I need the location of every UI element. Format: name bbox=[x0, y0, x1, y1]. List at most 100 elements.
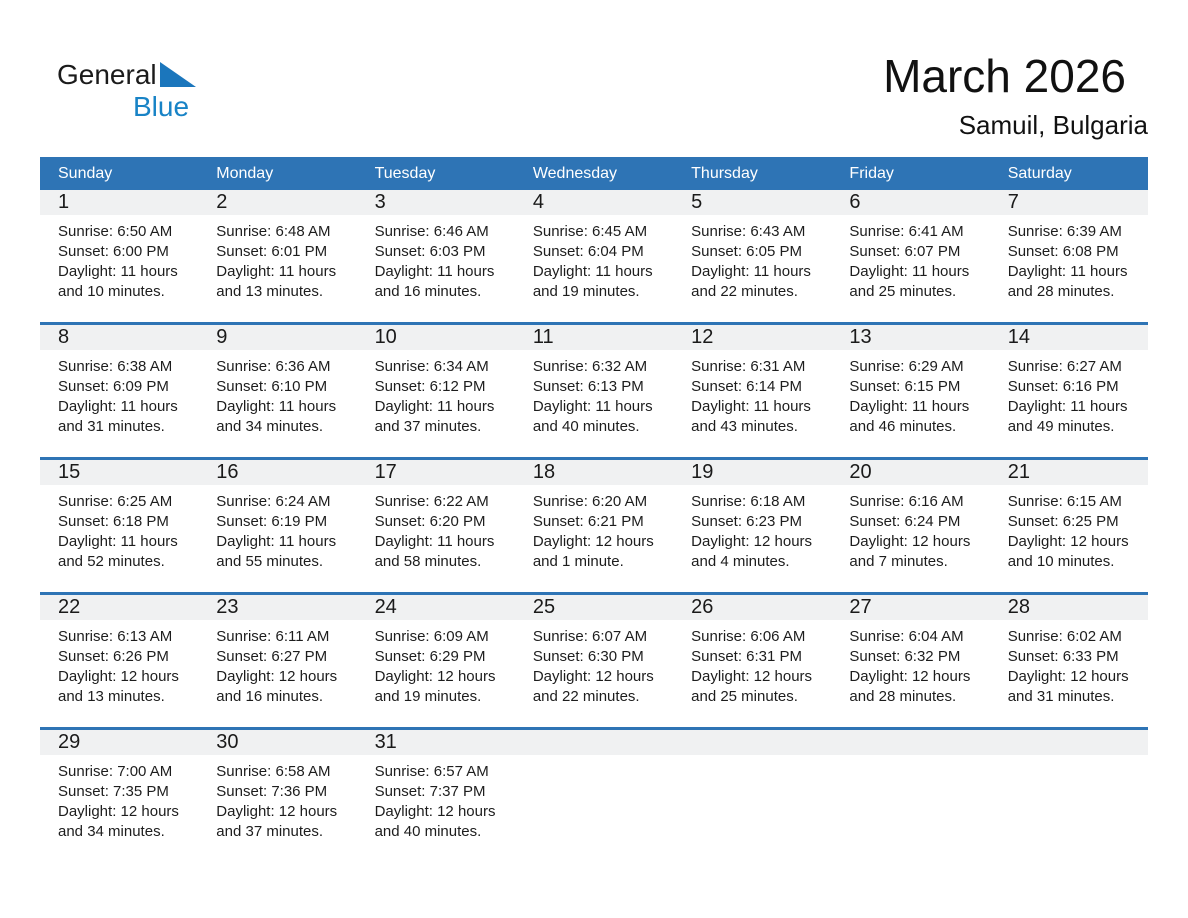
day-details: Sunrise: 6:36 AM Sunset: 6:10 PM Daylight:… bbox=[216, 357, 350, 437]
daylight-text: Daylight: 11 hours and 16 minutes. bbox=[374, 263, 495, 300]
calendar-day-cell: 20 Sunrise: 6:16 AM Sunset: 6:24 PM Dayligh… bbox=[831, 460, 989, 592]
daylight-text: Daylight: 11 hours and 34 minutes. bbox=[216, 398, 337, 435]
sunrise-text: Sunrise: 6:15 AM bbox=[1007, 493, 1122, 510]
sunrise-text: Sunrise: 6:27 AM bbox=[1007, 358, 1122, 375]
sunset-text: Sunset: 6:16 PM bbox=[1007, 378, 1119, 395]
daylight-text: Daylight: 11 hours and 40 minutes. bbox=[532, 398, 653, 435]
day-number: 8 bbox=[58, 326, 70, 348]
daylight-text: Daylight: 11 hours and 58 minutes. bbox=[374, 533, 495, 570]
sunset-text: Sunset: 6:09 PM bbox=[58, 378, 169, 395]
daylight-text: Daylight: 11 hours and 52 minutes. bbox=[58, 533, 178, 570]
sunrise-text: Sunrise: 6:25 AM bbox=[58, 493, 173, 510]
daylight-text: Daylight: 11 hours and 22 minutes. bbox=[691, 263, 811, 300]
calendar-day-cell: 23 Sunrise: 6:11 AM Sunset: 6:27 PM Dayligh… bbox=[198, 595, 356, 727]
daylight-text: Daylight: 11 hours and 31 minutes. bbox=[58, 398, 178, 435]
day-details: Sunrise: 6:43 AM Sunset: 6:05 PM Daylight:… bbox=[691, 222, 825, 302]
sunrise-text: Sunrise: 6:18 AM bbox=[691, 493, 806, 510]
daylight-text: Daylight: 11 hours and 43 minutes. bbox=[691, 398, 811, 435]
daylight-text: Daylight: 11 hours and 13 minutes. bbox=[216, 263, 337, 300]
calendar-day-cell: 24 Sunrise: 6:09 AM Sunset: 6:29 PM Dayligh… bbox=[357, 595, 515, 727]
logo-text-general: General bbox=[57, 59, 157, 90]
calendar-day-cell: 18 Sunrise: 6:20 AM Sunset: 6:21 PM Dayligh… bbox=[515, 460, 673, 592]
day-details: Sunrise: 6:29 AM Sunset: 6:15 PM Daylight:… bbox=[849, 357, 983, 437]
day-details: Sunrise: 6:45 AM Sunset: 6:04 PM Daylight:… bbox=[533, 222, 667, 302]
day-number: 9 bbox=[216, 326, 228, 348]
weekday-header-wednesday: Wednesday bbox=[532, 164, 618, 182]
calendar-day-cell: 27 Sunrise: 6:04 AM Sunset: 6:32 PM Dayligh… bbox=[831, 595, 989, 727]
day-details: Sunrise: 6:09 AM Sunset: 6:29 PM Daylight:… bbox=[375, 627, 509, 707]
logo-top-row: General bbox=[57, 61, 196, 89]
sunset-text: Sunset: 6:07 PM bbox=[849, 243, 961, 260]
weekday-header-row: Sunday Monday Tuesday Wednesday Thursday Frid… bbox=[40, 157, 1148, 190]
weekday-header-thursday: Thursday bbox=[691, 164, 758, 182]
calendar-day-cell: 22 Sunrise: 6:13 AM Sunset: 6:26 PM Dayligh… bbox=[40, 595, 198, 727]
day-details: Sunrise: 6:20 AM Sunset: 6:21 PM Daylight:… bbox=[533, 492, 667, 572]
calendar-empty-cell bbox=[831, 730, 989, 862]
day-number: 3 bbox=[374, 191, 386, 213]
day-number: 14 bbox=[1007, 326, 1030, 348]
daylight-text: Daylight: 11 hours and 49 minutes. bbox=[1007, 398, 1128, 435]
sunset-text: Sunset: 6:23 PM bbox=[691, 513, 803, 530]
sunrise-text: Sunrise: 6:06 AM bbox=[691, 628, 806, 645]
day-details: Sunrise: 6:41 AM Sunset: 6:07 PM Daylight:… bbox=[849, 222, 983, 302]
calendar-day-cell: 11 Sunrise: 6:32 AM Sunset: 6:13 PM Dayligh… bbox=[515, 325, 673, 457]
sunrise-text: Sunrise: 6:32 AM bbox=[532, 358, 648, 375]
sunset-text: Sunset: 6:10 PM bbox=[216, 378, 328, 395]
calendar-day-cell: 28 Sunrise: 6:02 AM Sunset: 6:33 PM Dayligh… bbox=[990, 595, 1148, 727]
day-details: Sunrise: 6:11 AM Sunset: 6:27 PM Daylight:… bbox=[216, 627, 350, 707]
calendar-day-cell: 9 Sunrise: 6:36 AM Sunset: 6:10 PM Daylight… bbox=[198, 325, 356, 457]
sunrise-text: Sunrise: 6:11 AM bbox=[216, 628, 330, 645]
sunrise-text: Sunrise: 6:36 AM bbox=[216, 358, 331, 375]
sunrise-text: Sunrise: 6:04 AM bbox=[849, 628, 964, 645]
daylight-text: Daylight: 11 hours and 28 minutes. bbox=[1007, 263, 1128, 300]
day-details: Sunrise: 6:24 AM Sunset: 6:19 PM Daylight:… bbox=[216, 492, 350, 572]
daylight-text: Daylight: 11 hours and 46 minutes. bbox=[849, 398, 970, 435]
day-details: Sunrise: 6:27 AM Sunset: 6:16 PM Daylight:… bbox=[1008, 357, 1142, 437]
day-details: Sunrise: 6:13 AM Sunset: 6:26 PM Daylight:… bbox=[58, 627, 192, 707]
sunrise-text: Sunrise: 6:24 AM bbox=[216, 493, 331, 510]
sunset-text: Sunset: 6:33 PM bbox=[1007, 648, 1119, 665]
daylight-text: Daylight: 12 hours and 1 minute. bbox=[532, 533, 654, 570]
general-blue-logo: General Blue bbox=[57, 61, 196, 121]
day-number: 2 bbox=[216, 191, 228, 213]
calendar-day-cell: 3 Sunrise: 6:46 AM Sunset: 6:03 PM Daylight… bbox=[357, 190, 515, 322]
day-details: Sunrise: 6:06 AM Sunset: 6:31 PM Daylight:… bbox=[691, 627, 825, 707]
sunrise-text: Sunrise: 6:34 AM bbox=[374, 358, 489, 375]
day-number: 10 bbox=[374, 326, 397, 348]
daylight-text: Daylight: 12 hours and 40 minutes. bbox=[374, 803, 496, 840]
sunrise-text: Sunrise: 6:16 AM bbox=[849, 493, 964, 510]
daylight-text: Daylight: 11 hours and 10 minutes. bbox=[58, 263, 178, 300]
weekday-header-monday: Monday bbox=[216, 164, 274, 182]
day-number: 28 bbox=[1007, 596, 1030, 618]
day-details: Sunrise: 6:58 AM Sunset: 7:36 PM Daylight:… bbox=[216, 762, 350, 842]
day-details: Sunrise: 6:16 AM Sunset: 6:24 PM Daylight:… bbox=[849, 492, 983, 572]
sunrise-text: Sunrise: 6:07 AM bbox=[532, 628, 648, 645]
sunrise-text: Sunrise: 6:50 AM bbox=[58, 223, 173, 240]
calendar-day-cell: 1 Sunrise: 6:50 AM Sunset: 6:00 PM Daylight… bbox=[40, 190, 198, 322]
calendar-day-cell: 16 Sunrise: 6:24 AM Sunset: 6:19 PM Dayligh… bbox=[198, 460, 356, 592]
day-details: Sunrise: 6:04 AM Sunset: 6:32 PM Daylight:… bbox=[849, 627, 983, 707]
day-number: 24 bbox=[374, 596, 397, 618]
daylight-text: Daylight: 12 hours and 28 minutes. bbox=[849, 668, 971, 705]
sunset-text: Sunset: 6:18 PM bbox=[58, 513, 169, 530]
sunset-text: Sunset: 6:12 PM bbox=[374, 378, 486, 395]
calendar-day-cell: 30 Sunrise: 6:58 AM Sunset: 7:36 PM Dayligh… bbox=[198, 730, 356, 862]
sunrise-text: Sunrise: 6:45 AM bbox=[532, 223, 648, 240]
sunset-text: Sunset: 6:20 PM bbox=[374, 513, 486, 530]
day-number: 11 bbox=[532, 326, 554, 348]
sunset-text: Sunset: 6:14 PM bbox=[691, 378, 803, 395]
logo-text-blue: Blue bbox=[133, 91, 190, 122]
day-details: Sunrise: 6:57 AM Sunset: 7:37 PM Daylight:… bbox=[375, 762, 509, 842]
daylight-text: Daylight: 12 hours and 31 minutes. bbox=[1007, 668, 1129, 705]
sunset-text: Sunset: 6:27 PM bbox=[216, 648, 328, 665]
day-number: 18 bbox=[532, 461, 556, 483]
calendar-empty-cell bbox=[515, 730, 673, 862]
daylight-text: Daylight: 11 hours and 37 minutes. bbox=[374, 398, 495, 435]
sunset-text: Sunset: 6:26 PM bbox=[58, 648, 169, 665]
sunrise-text: Sunrise: 6:58 AM bbox=[216, 763, 331, 780]
sunrise-text: Sunrise: 6:02 AM bbox=[1007, 628, 1122, 645]
day-details: Sunrise: 6:31 AM Sunset: 6:14 PM Daylight:… bbox=[691, 357, 825, 437]
daylight-text: Daylight: 11 hours and 19 minutes. bbox=[532, 263, 653, 300]
sunrise-text: Sunrise: 6:29 AM bbox=[849, 358, 964, 375]
day-number: 20 bbox=[849, 461, 872, 483]
